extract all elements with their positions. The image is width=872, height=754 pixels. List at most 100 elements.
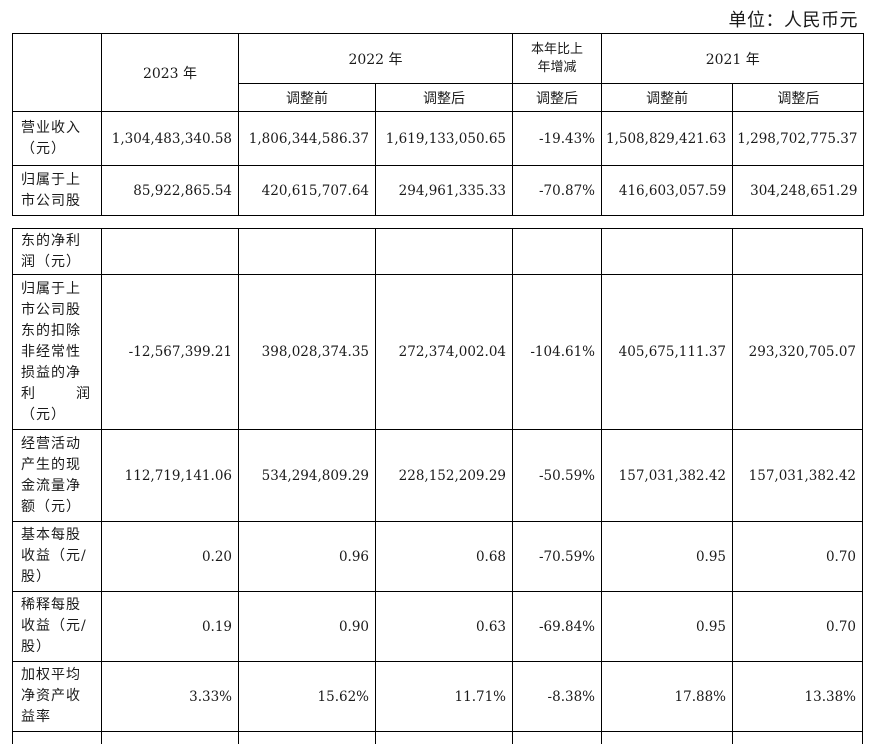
table-cell: 3.33% xyxy=(101,661,239,732)
table-cell: 11.71% xyxy=(375,661,513,732)
row-label-line: 营业收入 xyxy=(21,119,81,136)
row-label-line: 额（元） xyxy=(21,498,81,515)
row-label-line: 归属于上 xyxy=(21,171,81,188)
row-label-line: 经营活动 xyxy=(21,435,81,452)
table-cell: 0.90 xyxy=(238,591,376,662)
header-yoy-after: 调整后 xyxy=(512,83,602,112)
header-2021: 2021 年 xyxy=(600,33,865,84)
row-label-line: 市公司股 xyxy=(21,301,81,318)
table-cell: 293,320,705.07 xyxy=(732,274,863,430)
table-cell xyxy=(512,228,602,275)
header-2022-after: 调整后 xyxy=(375,83,513,112)
table-cell: 405,675,111.37 xyxy=(601,274,733,430)
table-cell: 416,603,057.59 xyxy=(600,165,734,216)
row-label-line: 东的净利 xyxy=(21,232,81,249)
table-cell xyxy=(732,228,863,275)
table-cell: 157,031,382.42 xyxy=(601,429,733,522)
table-row: 营业收入 （元） 1,304,483,340.58 1,806,344,586.37 1… xyxy=(12,111,865,166)
table-cell-empty xyxy=(101,731,239,744)
row-label: 归属于上 市公司股 东的扣除 非经常性 损益的净利润（元） xyxy=(12,274,102,430)
header-2021-after: 调整后 xyxy=(732,83,865,112)
row-label-line: 净资产收 xyxy=(21,688,81,704)
row-label-line: 股） xyxy=(21,639,51,655)
table-cell: 304,248,651.29 xyxy=(732,165,865,216)
row-label-char: 利 xyxy=(21,385,36,402)
table-cell: -50.59% xyxy=(512,429,602,522)
header-2021-before: 调整前 xyxy=(600,83,734,112)
table-cell xyxy=(375,228,513,275)
table-cell: 228,152,209.29 xyxy=(375,429,513,522)
table-cell-empty xyxy=(375,731,513,744)
table-cell: -70.59% xyxy=(512,521,602,592)
row-label-line: 股） xyxy=(21,569,51,585)
row-label: 东的净利润（元） xyxy=(12,228,102,275)
table-row: 东的净利润（元） xyxy=(12,228,863,275)
header-empty-cell xyxy=(12,33,102,112)
table-cell: 0.70 xyxy=(732,521,863,592)
table-cell-empty xyxy=(601,731,733,744)
table-cell-empty xyxy=(512,731,602,744)
table-cell-empty xyxy=(238,731,376,744)
row-label-line: 市公司股 xyxy=(21,192,81,209)
table-row: 稀释每股 收益（元/股） 0.19 0.90 0.63 -69.84% 0.95 0.70 xyxy=(12,591,863,662)
table-cell: 1,508,829,421.63 xyxy=(600,111,734,166)
header-yoy: 本年比上 年增减 xyxy=(512,33,602,84)
table-cell: 157,031,382.42 xyxy=(732,429,863,522)
table-cell: 17.88% xyxy=(601,661,733,732)
header-2022: 2022 年 xyxy=(238,33,513,84)
row-label-line: 非经常性 xyxy=(21,343,81,360)
table-cell: -12,567,399.21 xyxy=(101,274,239,430)
table-cell: 398,028,374.35 xyxy=(238,274,376,430)
row-label: 经营活动产生的现金流量净额（元） xyxy=(12,429,102,522)
row-label-line: 收益（元/ xyxy=(21,618,87,634)
table-cell: -69.84% xyxy=(512,591,602,662)
table-cell: 85,922,865.54 xyxy=(101,165,239,216)
row-label-line: 稀释每股 xyxy=(21,597,81,613)
table-cell: 0.20 xyxy=(101,521,239,592)
table-cell: -104.61% xyxy=(512,274,602,430)
table-cell: 1,806,344,586.37 xyxy=(238,111,376,166)
financial-table-part1: 2023 年 2022 年 本年比上 年增减 2021 年 调整前 调整后 调整… xyxy=(12,33,865,216)
table-cell: -70.87% xyxy=(512,165,602,216)
table-row: 归属于上 市公司股 85,922,865.54 420,615,707.64 294,9… xyxy=(12,165,865,216)
header-yoy-line2: 年增减 xyxy=(537,59,577,75)
table-cell: 0.95 xyxy=(601,591,733,662)
row-label: 加权平均净资产收益率 xyxy=(12,661,102,732)
table-cell: 1,619,133,050.65 xyxy=(375,111,513,166)
table-cell: 13.38% xyxy=(732,661,863,732)
header-yoy-line1: 本年比上 xyxy=(530,41,583,57)
row-label-spread-line: 利润 xyxy=(21,384,101,405)
row-label-line: 加权平均 xyxy=(21,667,81,683)
row-label-line: （元） xyxy=(21,406,66,423)
table-cell: 112,719,141.06 xyxy=(101,429,239,522)
table-cell: 0.63 xyxy=(375,591,513,662)
row-label-line: 润（元） xyxy=(21,253,81,270)
row-label-line: 益率 xyxy=(21,709,51,725)
table-cell xyxy=(238,228,376,275)
table-cell xyxy=(101,228,239,275)
table-row: 基本每股 收益（元/股） 0.20 0.96 0.68 -70.59% 0.95 0.70 xyxy=(12,521,863,592)
table-row: 加权平均 净资产收 益率 3.33% 15.62% 11.71% -8.38% 17.88% 1… xyxy=(12,661,863,732)
financial-table-part2: 东的净利 润（元） 归属于上 市公司股 东的扣除 非经常性 损益的净利润（元） -12,567… xyxy=(12,228,863,744)
table-row: 归属于上 市公司股 东的扣除 非经常性 损益的净利润（元） -12,567,399.21 3… xyxy=(12,274,863,430)
table-cell-empty xyxy=(732,731,863,744)
header-2022-before: 调整前 xyxy=(238,83,376,112)
table-cell xyxy=(601,228,733,275)
row-label-line: 损益的净 xyxy=(21,364,81,381)
row-label-line: 金流量净 xyxy=(21,477,81,494)
row-label-line: 产生的现 xyxy=(21,456,81,473)
row-label: 营业收入 （元） xyxy=(12,111,102,166)
table-cell-empty xyxy=(12,731,102,744)
row-label-char: 润 xyxy=(76,385,91,402)
table-cell: 0.95 xyxy=(601,521,733,592)
table2-body: 东的净利 润（元） 归属于上 市公司股 东的扣除 非经常性 损益的净利润（元） -12,567… xyxy=(12,228,863,744)
row-label-line: 东的扣除 xyxy=(21,322,81,339)
row-label-line: 归属于上 xyxy=(21,280,81,297)
unit-label: 单位：人民币元 xyxy=(728,10,858,31)
table-cell: 534,294,809.29 xyxy=(238,429,376,522)
table-cell: 294,961,335.33 xyxy=(375,165,513,216)
table-row-continuation xyxy=(12,731,863,744)
table-cell: -8.38% xyxy=(512,661,602,732)
table-cell: 1,298,702,775.37 xyxy=(732,111,865,166)
header-2023: 2023 年 xyxy=(101,33,239,112)
